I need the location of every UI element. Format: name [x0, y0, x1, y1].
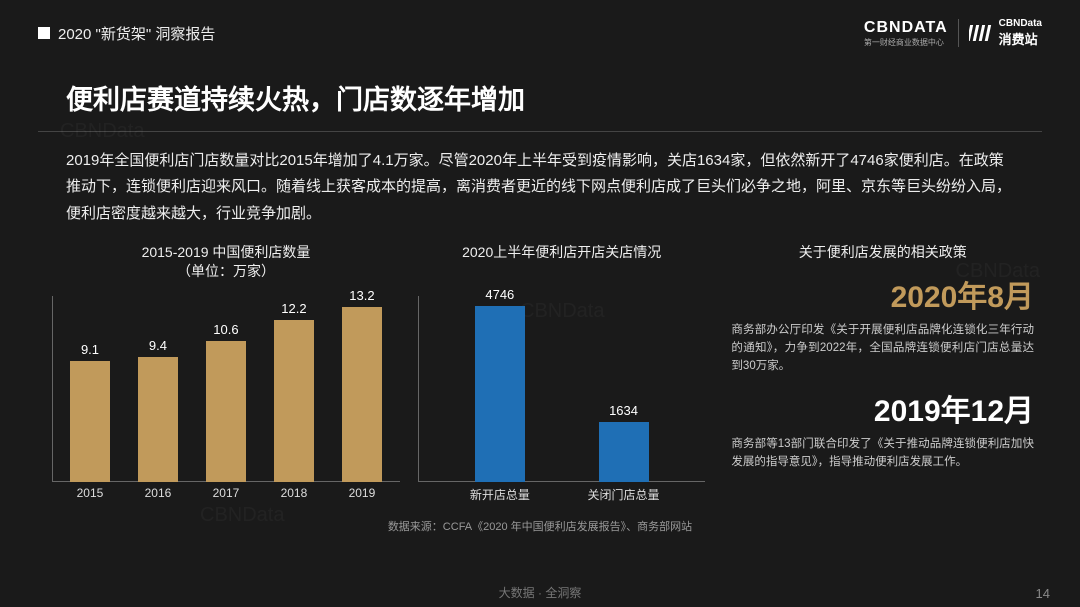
- chart1-bar: 10.6: [200, 322, 252, 482]
- chart2-bar-value: 4746: [485, 287, 514, 302]
- chart1-x-labels: 2015 2016 2017 2018 2019: [52, 482, 400, 506]
- chart2-title: 2020上半年便利店开店关店情况: [418, 243, 705, 263]
- chart1-bar-rect: [138, 357, 178, 482]
- chart1-x-label: 2019: [336, 482, 388, 506]
- chart2-x-labels: 新开店总量 关闭门店总量: [418, 482, 705, 506]
- footer-tagline: 大数据 · 全洞察: [0, 584, 1080, 601]
- chart2-bar: 4746: [455, 287, 545, 483]
- policy-title: 关于便利店发展的相关政策: [731, 243, 1034, 263]
- consume-logo: CBNData 消费站: [969, 18, 1042, 48]
- chart1-bar-rect: [274, 320, 314, 482]
- chart1-bar-value: 13.2: [349, 288, 374, 303]
- report-label: 2020 "新货架" 洞察报告: [38, 23, 215, 44]
- chart1-title-line1: 2015-2019 中国便利店数量: [142, 244, 311, 260]
- logo-sub-text: 第一财经商业数据中心: [864, 37, 944, 48]
- chart1-x-label: 2017: [200, 482, 252, 506]
- chart1: 9.19.410.612.213.2 20152016201720182019: [52, 296, 400, 506]
- chart1-bar-value: 9.1: [81, 342, 99, 357]
- chart1-panel: 2015-2019 中国便利店数量 （单位：万家） 9.1 9.4 10.6 12.2…: [52, 243, 400, 506]
- chart1-bar: 13.2: [336, 288, 388, 482]
- header-logos: CBNDATA 第一财经商业数据中心 CBNData 消费站: [864, 18, 1042, 48]
- consume-brand-text: CBNData: [999, 18, 1042, 29]
- chart1-bar: 9.1: [64, 342, 116, 482]
- policy-panel: 关于便利店发展的相关政策 2020年8月商务部办公厅印发《关于开展便利店品牌化连…: [723, 243, 1042, 472]
- chart2-bar-value: 1634: [609, 403, 638, 418]
- chart2-bars: 47461634: [418, 296, 705, 482]
- chart2-bar: 1634: [579, 403, 669, 483]
- chart2-bar-rect: [599, 422, 649, 483]
- cbndata-logo: CBNDATA 第一财经商业数据中心: [864, 19, 948, 48]
- data-source: 数据来源：CCFA《2020 年中国便利店发展报告》、商务部网站: [0, 518, 1080, 534]
- chart1-bar-value: 9.4: [149, 338, 167, 353]
- logo-main-text: CBNDATA: [864, 19, 948, 37]
- chart1-bar-rect: [342, 307, 382, 482]
- header: 2020 "新货架" 洞察报告 CBNDATA 第一财经商业数据中心 CBNDa…: [0, 0, 1080, 48]
- consume-label-text: 消费站: [999, 29, 1042, 48]
- policy-desc: 商务部办公厅印发《关于开展便利店品牌化连锁化三年行动的通知》，力争到2022年，…: [731, 322, 1034, 375]
- page-number: 14: [1036, 586, 1050, 601]
- body-paragraph: 2019年全国便利店门店数量对比2015年增加了4.1万家。尽管2020年上半年…: [66, 148, 1014, 227]
- chart2-bar-rect: [475, 306, 525, 483]
- horizontal-rule: [38, 131, 1042, 132]
- chart2: 47461634 新开店总量 关闭门店总量: [418, 296, 705, 506]
- content-row: 2015-2019 中国便利店数量 （单位：万家） 9.1 9.4 10.6 12.2…: [52, 243, 1042, 507]
- chart1-bar: 9.4: [132, 338, 184, 482]
- chart1-bar: 12.2: [268, 301, 320, 482]
- chart1-bar-rect: [206, 341, 246, 482]
- chart1-bar-rect: [70, 361, 110, 482]
- policy-headline: 2020年8月: [731, 272, 1034, 316]
- policy-items: 2020年8月商务部办公厅印发《关于开展便利店品牌化连锁化三年行动的通知》，力争…: [731, 272, 1034, 471]
- square-marker-icon: [38, 27, 50, 39]
- chart1-x-label: 2015: [64, 482, 116, 506]
- chart1-bar-value: 10.6: [213, 322, 238, 337]
- chart2-x-label: 关闭门店总量: [579, 482, 669, 506]
- policy-desc: 商务部等13部门联合印发了《关于推动品牌连锁便利店加快发展的指导意见》，指导推动…: [731, 436, 1034, 472]
- chart1-bars: 9.19.410.612.213.2: [52, 296, 400, 482]
- chart1-title: 2015-2019 中国便利店数量 （单位：万家）: [52, 243, 400, 282]
- chart2-x-label: 新开店总量: [455, 482, 545, 506]
- chart2-panel: 2020上半年便利店开店关店情况 47461634 新开店总量关闭门店总量: [418, 243, 705, 507]
- vertical-divider: [958, 19, 959, 47]
- chart1-title-line2: （单位：万家）: [177, 263, 275, 279]
- chart1-bar-value: 12.2: [281, 301, 306, 316]
- chart1-x-label: 2016: [132, 482, 184, 506]
- page-title: 便利店赛道持续火热，门店数逐年增加: [66, 78, 1080, 117]
- report-label-text: 2020 "新货架" 洞察报告: [58, 23, 215, 44]
- chart1-x-label: 2018: [268, 482, 320, 506]
- policy-headline: 2019年12月: [731, 386, 1034, 430]
- stripes-icon: [969, 21, 993, 45]
